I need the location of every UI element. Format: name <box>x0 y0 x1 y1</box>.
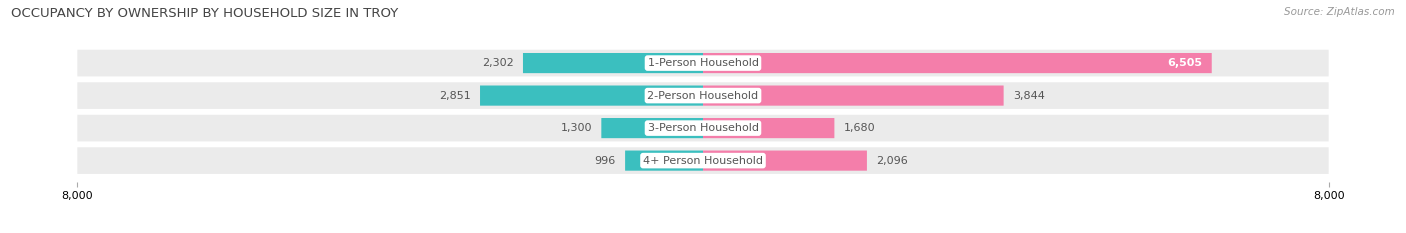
Text: 1,680: 1,680 <box>844 123 876 133</box>
FancyBboxPatch shape <box>77 82 1329 109</box>
Text: 2-Person Household: 2-Person Household <box>647 91 759 101</box>
Text: 1,300: 1,300 <box>561 123 592 133</box>
Text: 4+ Person Household: 4+ Person Household <box>643 156 763 166</box>
FancyBboxPatch shape <box>703 118 834 138</box>
Text: 2,302: 2,302 <box>482 58 513 68</box>
Text: 3-Person Household: 3-Person Household <box>648 123 758 133</box>
FancyBboxPatch shape <box>77 147 1329 174</box>
FancyBboxPatch shape <box>626 151 703 171</box>
Text: 3,844: 3,844 <box>1012 91 1045 101</box>
Text: 2,851: 2,851 <box>439 91 471 101</box>
FancyBboxPatch shape <box>77 50 1329 76</box>
Text: 6,505: 6,505 <box>1167 58 1202 68</box>
FancyBboxPatch shape <box>479 86 703 106</box>
FancyBboxPatch shape <box>523 53 703 73</box>
Text: OCCUPANCY BY OWNERSHIP BY HOUSEHOLD SIZE IN TROY: OCCUPANCY BY OWNERSHIP BY HOUSEHOLD SIZE… <box>11 7 398 20</box>
FancyBboxPatch shape <box>703 151 868 171</box>
FancyBboxPatch shape <box>77 115 1329 141</box>
FancyBboxPatch shape <box>703 86 1004 106</box>
Text: Source: ZipAtlas.com: Source: ZipAtlas.com <box>1284 7 1395 17</box>
Text: 2,096: 2,096 <box>876 156 908 166</box>
Text: 996: 996 <box>595 156 616 166</box>
FancyBboxPatch shape <box>602 118 703 138</box>
Legend: Owner-occupied, Renter-occupied: Owner-occupied, Renter-occupied <box>583 230 823 233</box>
FancyBboxPatch shape <box>703 53 1212 73</box>
Text: 1-Person Household: 1-Person Household <box>648 58 758 68</box>
